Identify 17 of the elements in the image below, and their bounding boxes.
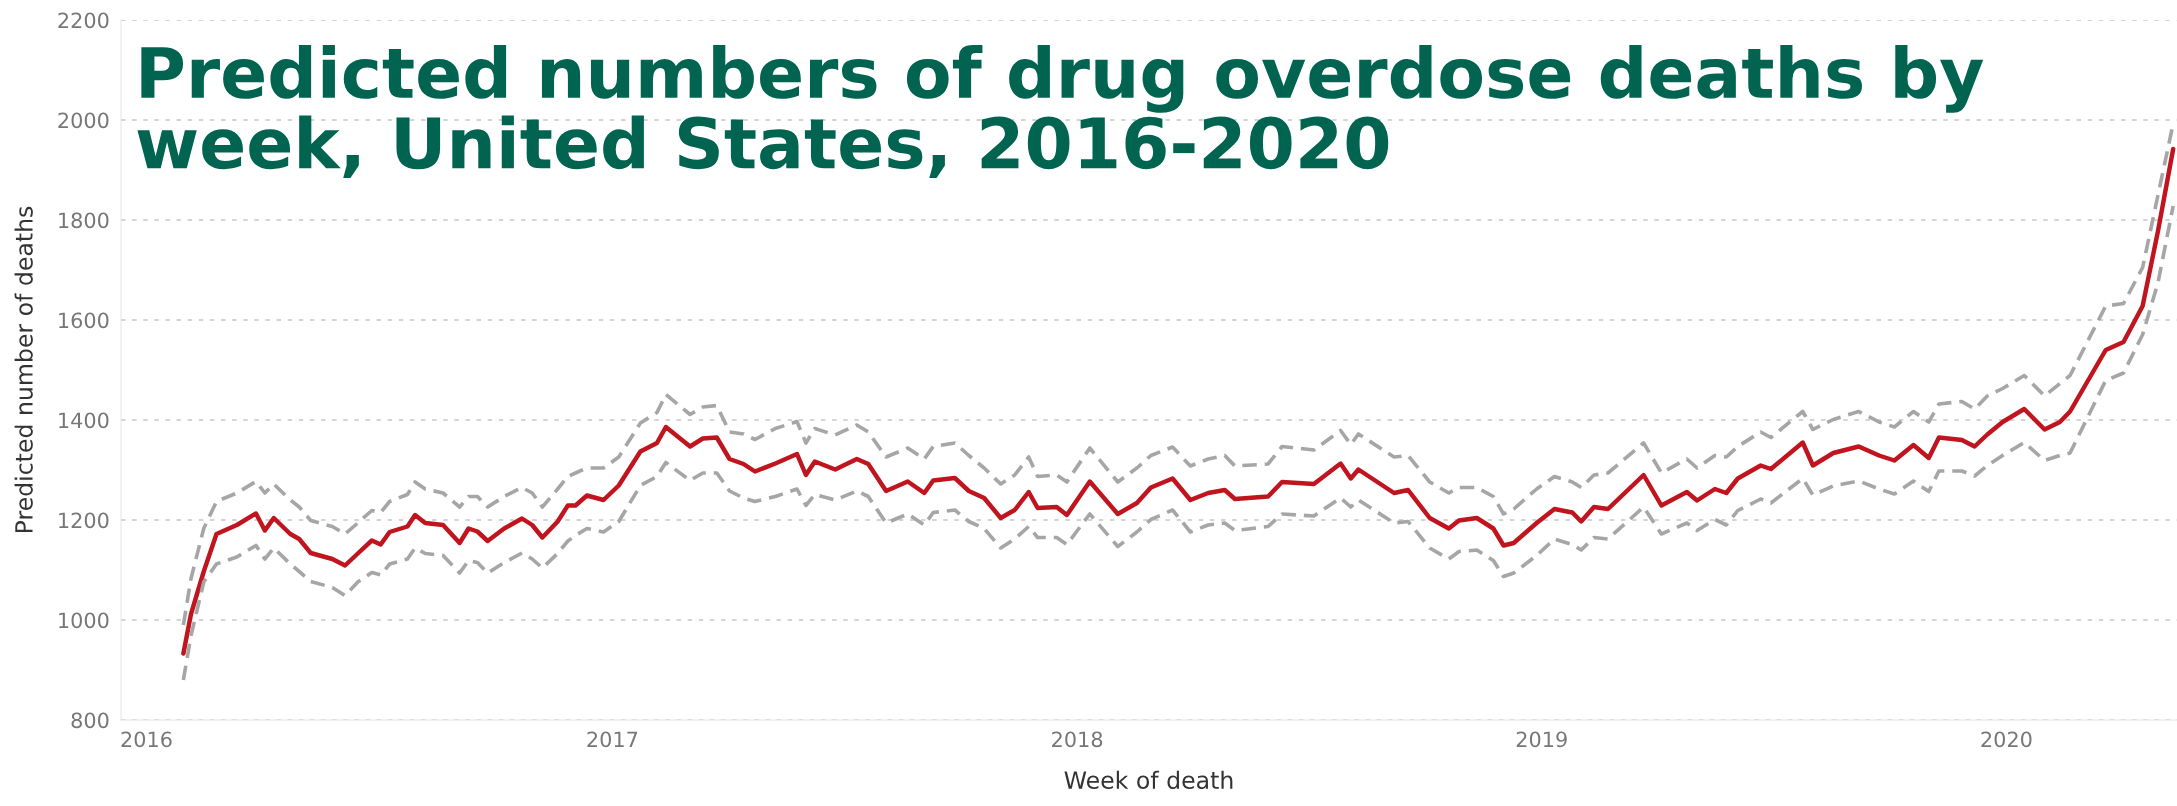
y-tick-label: 1800 xyxy=(59,212,109,229)
x-tick-label: 2017 xyxy=(587,731,638,748)
y-tick-label: 1600 xyxy=(59,312,109,329)
line-series xyxy=(181,204,2175,682)
x-tick-label: 2016 xyxy=(121,731,172,748)
x-axis-title: Week of death xyxy=(1064,770,1233,789)
y-tick-label: 800 xyxy=(71,712,109,729)
x-tick-label: 2019 xyxy=(1516,731,1567,748)
y-tick-label: 2200 xyxy=(58,12,109,29)
x-tick-label: 2020 xyxy=(1981,731,2032,748)
y-tick-label: 1000 xyxy=(59,612,109,629)
text: Predicted numbers of drug overdose deaths by week, United States, 2016-2020 xyxy=(137,45,1984,179)
y-tick-label: 2000 xyxy=(58,112,109,129)
y-axis-title: Predicted number of deaths xyxy=(14,206,33,533)
y-tick-label: 1200 xyxy=(59,512,109,529)
y-tick-label: 1400 xyxy=(59,412,109,429)
x-tick-label: 2018 xyxy=(1052,731,1103,748)
